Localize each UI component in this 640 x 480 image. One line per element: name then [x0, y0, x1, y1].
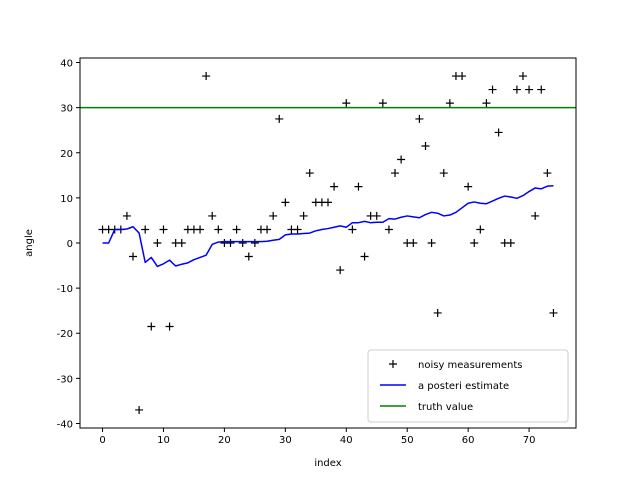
measurement-point — [354, 182, 363, 191]
legend-label: a posteri estimate — [418, 381, 509, 392]
measurement-point — [122, 211, 131, 220]
measurement-point — [537, 85, 546, 94]
measurement-point — [415, 114, 424, 123]
measurement-point — [482, 99, 491, 108]
measurement-point — [433, 308, 442, 317]
y-tick-label: -20 — [57, 329, 73, 340]
measurement-point — [384, 225, 393, 234]
measurement-point — [238, 239, 247, 247]
measurement-point — [439, 169, 448, 178]
measurement-point — [397, 155, 406, 164]
y-tick-label: 30 — [60, 104, 73, 115]
x-tick-label: 0 — [99, 435, 105, 446]
measurement-point — [476, 225, 485, 234]
measurement-point — [226, 239, 235, 247]
legend-label: truth value — [418, 402, 473, 413]
measurement-point — [342, 99, 351, 108]
measurement-point — [543, 169, 552, 178]
measurement-point — [518, 72, 527, 81]
legend: noisy measurements a posteri estimate trut… — [367, 349, 569, 423]
measurement-point — [250, 239, 259, 247]
measurement-point — [531, 211, 540, 220]
measurement-point — [348, 225, 357, 234]
measurement-point — [458, 72, 467, 81]
measurement-point — [391, 169, 400, 178]
measurement-point — [409, 239, 418, 247]
measurement-point — [293, 225, 302, 234]
estimate-line — [102, 184, 554, 268]
measurement-point — [214, 225, 223, 234]
y-axis-label: angle — [24, 229, 35, 257]
measurement-point — [427, 239, 436, 247]
measurement-point — [129, 252, 138, 261]
measurement-point — [263, 225, 272, 234]
y-tick-label: -30 — [57, 374, 73, 385]
measurement-point — [494, 128, 503, 137]
y-tick-label: 40 — [60, 59, 73, 70]
measurement-point — [360, 252, 369, 261]
measurement-point — [525, 85, 534, 94]
measurement-point — [208, 211, 217, 220]
measurement-point — [275, 114, 284, 123]
measurement-point — [445, 99, 454, 108]
measurement-point — [470, 239, 479, 247]
measurement-point — [196, 225, 205, 234]
measurement-point — [153, 239, 162, 247]
measurement-point — [281, 198, 290, 207]
x-tick-label: 60 — [462, 435, 475, 446]
y-tick-label: -10 — [57, 284, 73, 295]
measurement-point — [141, 225, 150, 234]
measurement-point — [512, 85, 521, 94]
measurement-point — [269, 211, 278, 220]
measurement-point — [336, 266, 345, 275]
measurement-point — [506, 239, 515, 247]
measurement-point — [147, 322, 156, 331]
measurement-point — [305, 169, 314, 178]
legend-box — [367, 349, 569, 423]
measurement-point — [135, 405, 144, 414]
x-tick-label: 20 — [218, 435, 231, 446]
y-tick-label: -40 — [57, 419, 73, 430]
measurement-point — [177, 239, 186, 247]
measurement-point — [324, 198, 332, 207]
y-tick-label: 10 — [60, 194, 73, 205]
measurement-point — [244, 252, 253, 261]
legend-label: noisy measurements — [418, 360, 523, 371]
x-tick-label: 50 — [401, 435, 414, 446]
legend-marker-measurements — [389, 360, 397, 368]
measurement-point — [232, 225, 241, 234]
x-axis-label: index — [314, 458, 341, 469]
series-layer — [80, 72, 576, 414]
y-tick-label: 0 — [67, 239, 73, 250]
axes-layer: 0 10 20 30 40 50 60 70 -40 -30 -20 -10 0 10 20 30 40 — [57, 57, 577, 446]
measurement-point — [464, 182, 473, 191]
measurement-point — [372, 211, 381, 220]
x-tick-label: 30 — [279, 435, 292, 446]
x-tick-label: 70 — [523, 435, 536, 446]
measurement-point — [549, 308, 558, 317]
measurement-point — [165, 322, 174, 331]
measurement-point — [299, 211, 308, 220]
x-tick-label: 40 — [340, 435, 353, 446]
measurement-point — [330, 182, 339, 191]
x-tick-label: 10 — [157, 435, 170, 446]
measurement-point — [159, 225, 168, 234]
y-tick-label: 20 — [60, 149, 73, 160]
measurement-point — [378, 99, 387, 108]
measurement-point — [202, 72, 211, 81]
measurement-point — [488, 85, 497, 94]
measurement-point — [421, 141, 430, 150]
